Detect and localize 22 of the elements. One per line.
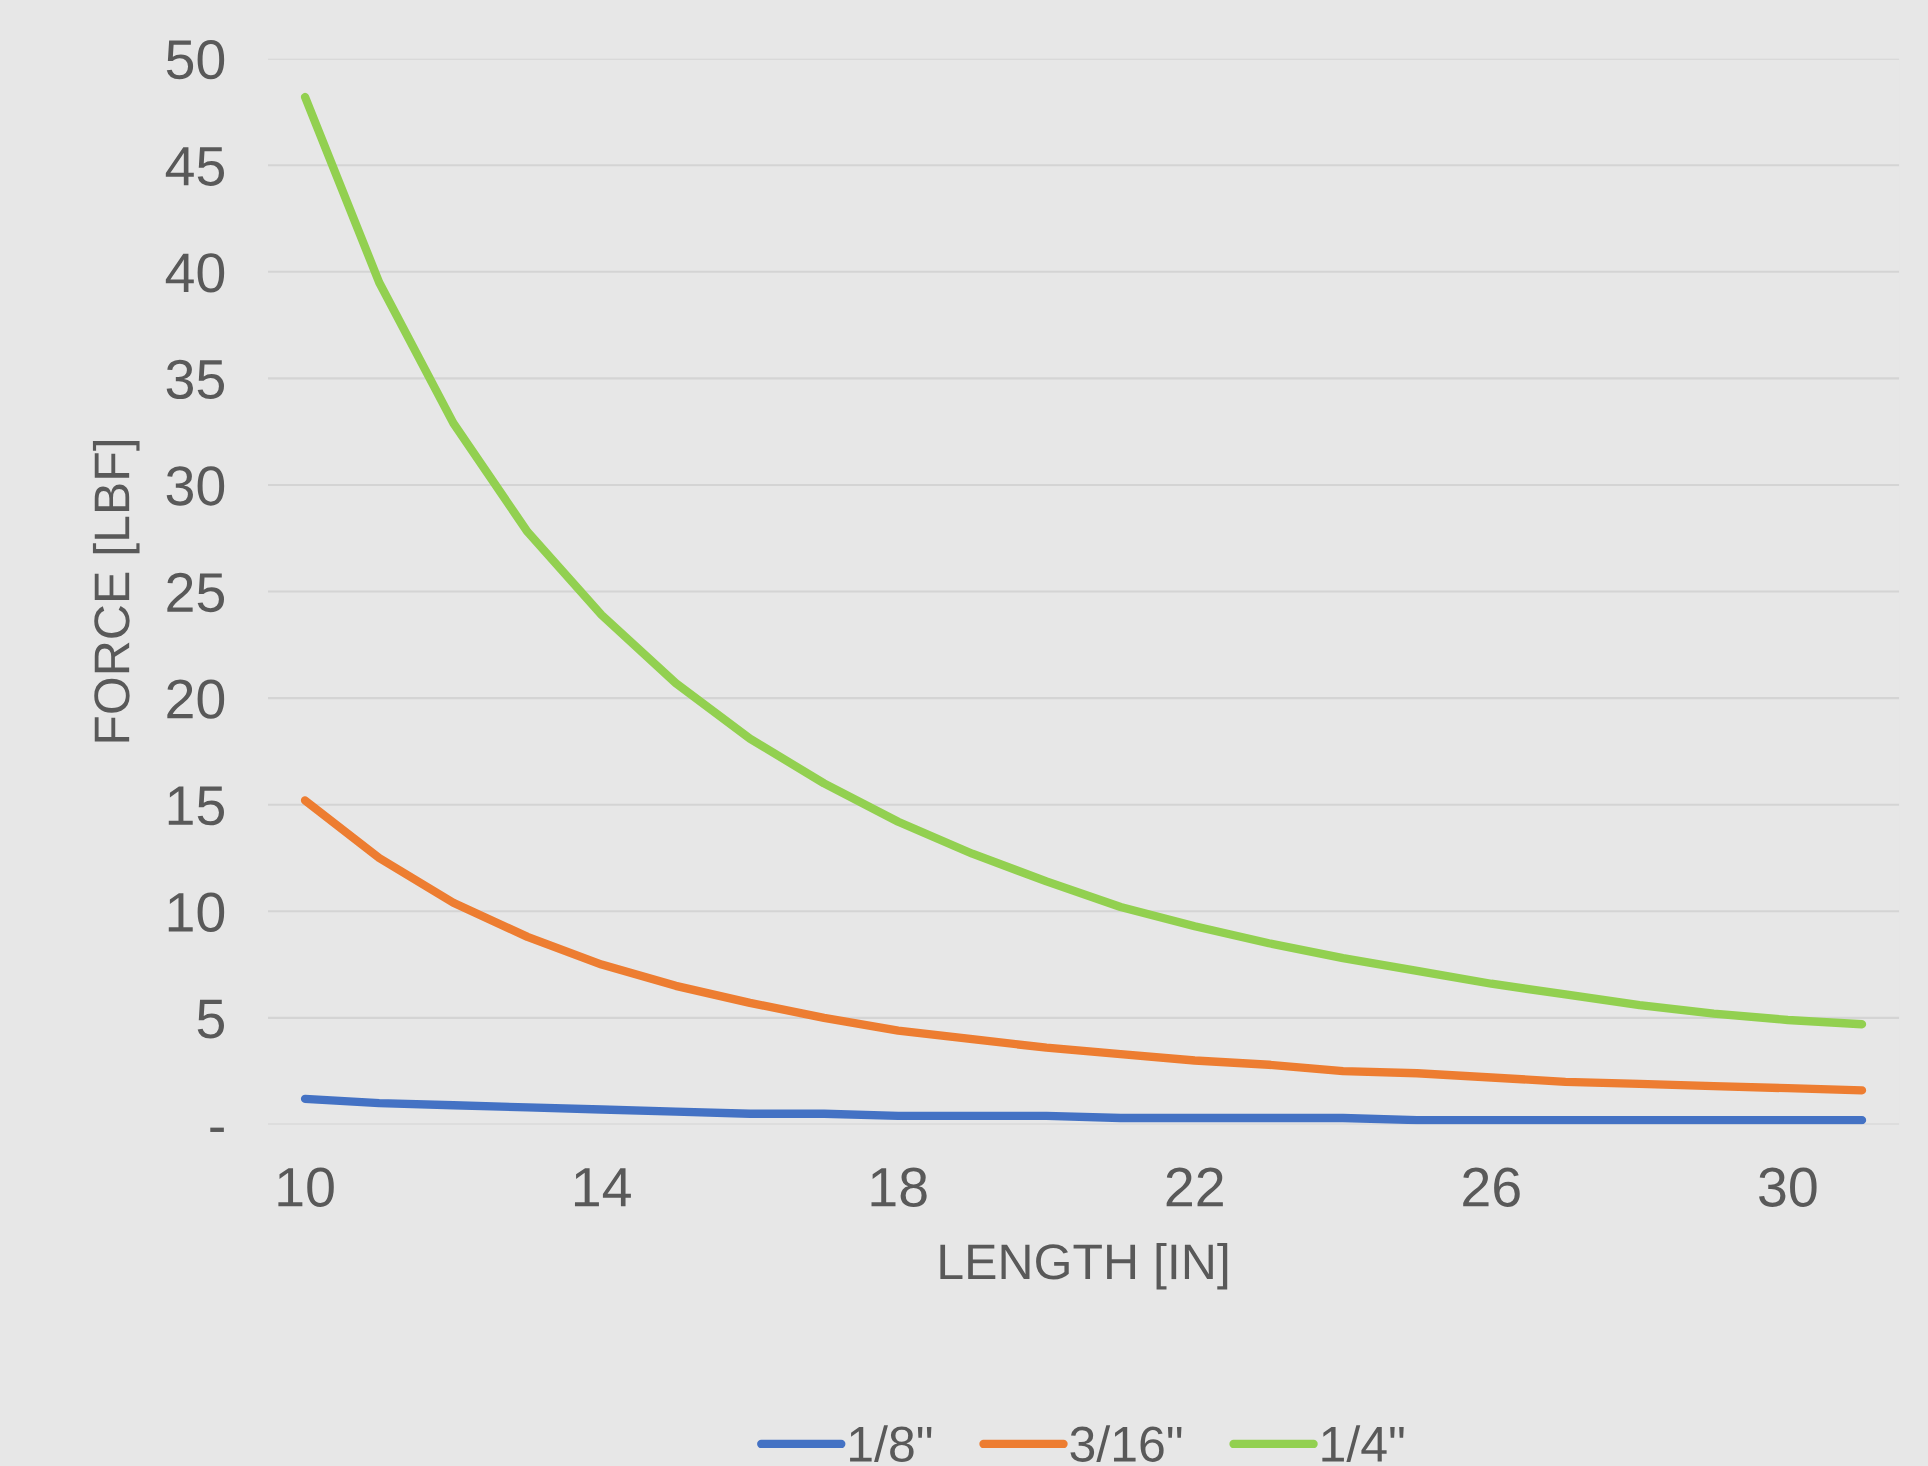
y-tick-label: 10: [168, 892, 225, 932]
y-tick-label: 30: [166, 466, 225, 506]
y-tick-label: -: [210, 1127, 224, 1132]
y-axis-title: FORCE [LBF]: [92, 440, 140, 742]
y-tick-label: 25: [167, 572, 224, 613]
x-tick-label: 14: [574, 1168, 631, 1207]
x-tick-label: 10: [278, 1167, 334, 1207]
y-tick-label: 40: [165, 253, 225, 293]
y-tick-label: 20: [167, 679, 225, 719]
x-tick-label: 26: [1463, 1167, 1520, 1207]
y-tick-label: 50: [166, 39, 225, 80]
x-tick-label: 22: [1166, 1167, 1223, 1207]
y-tick-label: 15: [168, 786, 224, 826]
legend-label: 3/16": [1070, 1425, 1182, 1462]
y-tick-label: 45: [165, 147, 224, 186]
legend-label: 1/4": [1322, 1425, 1404, 1462]
y-tick-label: 35: [166, 359, 224, 400]
legend-label: 1/8": [850, 1425, 932, 1462]
x-tick-label: 18: [871, 1167, 927, 1207]
y-tick-label: 5: [197, 999, 224, 1039]
x-tick-label: 30: [1759, 1167, 1817, 1207]
x-axis-title: LENGTH [IN]: [940, 1242, 1228, 1290]
